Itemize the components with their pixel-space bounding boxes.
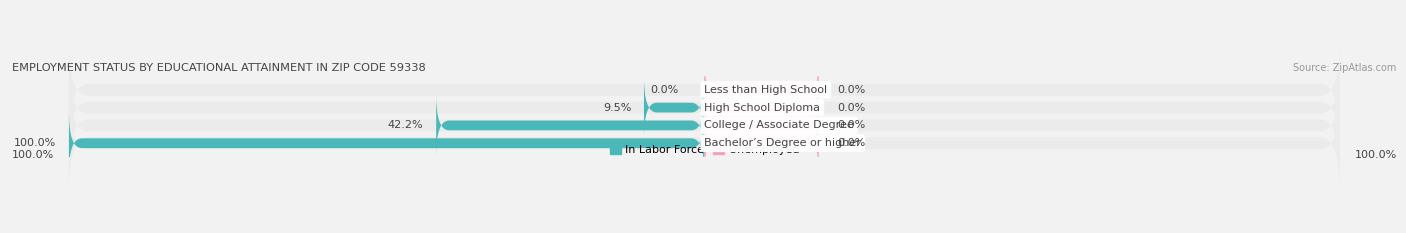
Text: EMPLOYMENT STATUS BY EDUCATIONAL ATTAINMENT IN ZIP CODE 59338: EMPLOYMENT STATUS BY EDUCATIONAL ATTAINM…: [11, 63, 426, 73]
FancyBboxPatch shape: [69, 60, 1340, 155]
FancyBboxPatch shape: [704, 113, 818, 174]
Text: 0.0%: 0.0%: [651, 85, 679, 95]
Text: College / Associate Degree: College / Associate Degree: [704, 120, 853, 130]
FancyBboxPatch shape: [69, 96, 1340, 191]
Text: Source: ZipAtlas.com: Source: ZipAtlas.com: [1294, 63, 1398, 73]
FancyBboxPatch shape: [69, 113, 704, 174]
Legend: In Labor Force, Unemployed: In Labor Force, Unemployed: [610, 145, 799, 155]
Text: 9.5%: 9.5%: [603, 103, 631, 113]
Text: 0.0%: 0.0%: [838, 138, 866, 148]
FancyBboxPatch shape: [704, 77, 818, 138]
Text: 42.2%: 42.2%: [388, 120, 423, 130]
Text: Less than High School: Less than High School: [704, 85, 828, 95]
FancyBboxPatch shape: [69, 42, 1340, 137]
FancyBboxPatch shape: [704, 95, 818, 156]
Text: 100.0%: 100.0%: [14, 138, 56, 148]
Text: 100.0%: 100.0%: [1354, 150, 1398, 160]
FancyBboxPatch shape: [69, 78, 1340, 173]
Text: 0.0%: 0.0%: [838, 103, 866, 113]
Text: Bachelor’s Degree or higher: Bachelor’s Degree or higher: [704, 138, 862, 148]
Text: High School Diploma: High School Diploma: [704, 103, 820, 113]
FancyBboxPatch shape: [644, 77, 704, 138]
Text: 0.0%: 0.0%: [838, 85, 866, 95]
FancyBboxPatch shape: [704, 59, 818, 120]
Text: 100.0%: 100.0%: [11, 150, 53, 160]
FancyBboxPatch shape: [436, 95, 704, 156]
Text: 0.0%: 0.0%: [838, 120, 866, 130]
